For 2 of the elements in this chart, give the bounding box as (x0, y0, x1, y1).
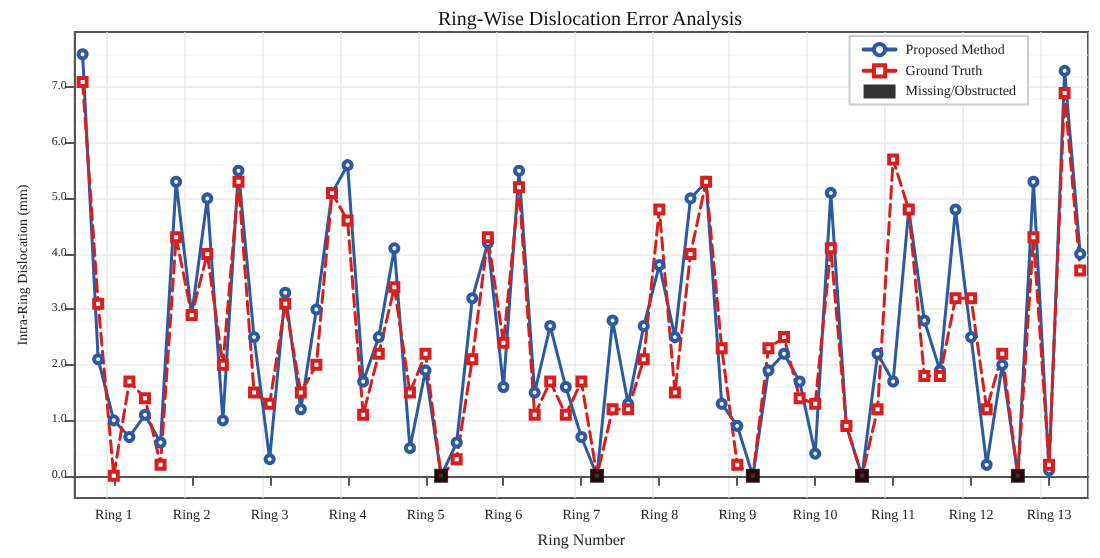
x-axis-title: Ring Number (537, 531, 626, 549)
chart-title: Ring-Wise Dislocation Error Analysis (437, 9, 743, 31)
